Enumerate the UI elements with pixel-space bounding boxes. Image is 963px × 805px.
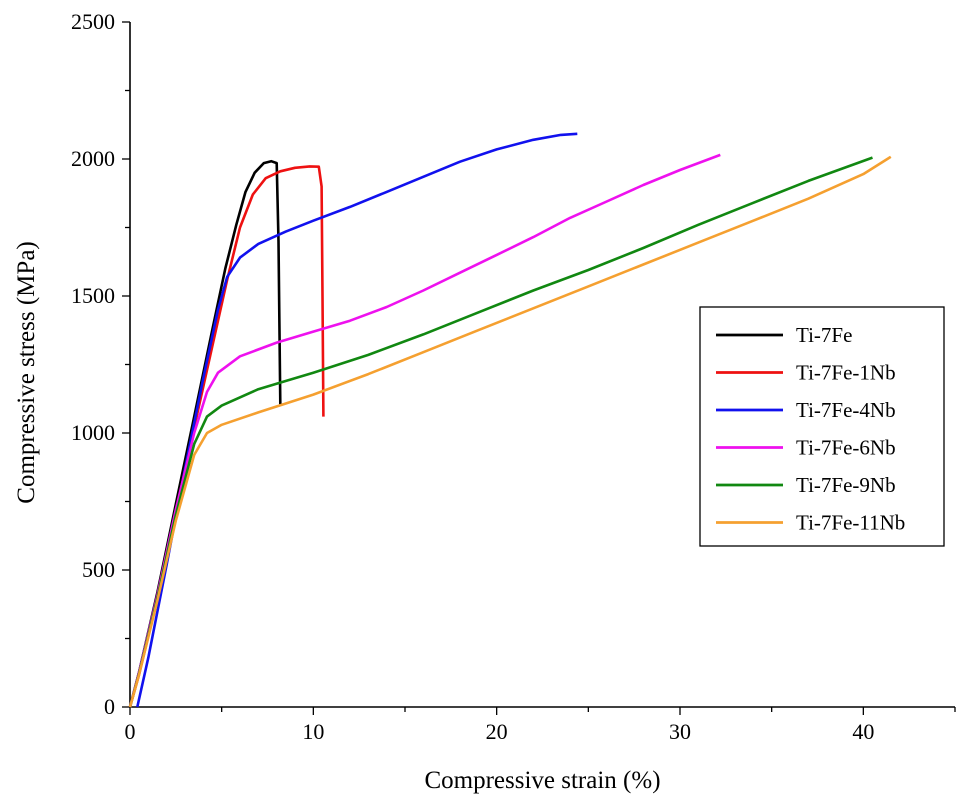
legend-label: Ti-7Fe-6Nb <box>796 436 896 460</box>
axes: 0 10 20 30 40 0 500 1000 1500 2000 2500 <box>71 9 956 744</box>
legend-label: Ti-7Fe-1Nb <box>796 361 896 385</box>
x-tick-label: 10 <box>302 719 324 744</box>
legend-label: Ti-7Fe-4Nb <box>796 398 896 422</box>
series-line-ti-7fe-9nb <box>128 156 873 708</box>
x-tick-label: 0 <box>125 719 136 744</box>
x-tick-label: 30 <box>669 719 691 744</box>
y-axis-title: Compressive stress (MPa) <box>13 241 40 503</box>
x-tick-label: 20 <box>486 719 508 744</box>
y-tick-label: 500 <box>82 557 115 582</box>
legend-box <box>699 306 945 547</box>
y-tick-label: 0 <box>104 694 115 719</box>
y-tick-label: 2000 <box>71 146 115 171</box>
series-line-ti-7fe-6nb <box>128 153 721 708</box>
y-tick-label: 2500 <box>71 9 115 34</box>
series-line-ti-7fe-11nb <box>128 155 892 708</box>
legend-label: Ti-7Fe-11Nb <box>796 511 905 535</box>
legend-label: Ti-7Fe-9Nb <box>796 473 896 497</box>
x-axis-title: Compressive strain (%) <box>424 767 660 794</box>
legend-label: Ti-7Fe <box>796 323 852 347</box>
y-tick-label: 1500 <box>71 283 115 308</box>
series-line-ti-7fe-4nb <box>136 132 578 708</box>
legend: Ti-7Fe Ti-7Fe-1Nb Ti-7Fe-4Nb Ti-7Fe-6Nb Ti-7… <box>699 306 945 547</box>
y-tick-label: 1000 <box>71 420 115 445</box>
series-line-ti-7fe-1nb <box>128 165 325 708</box>
x-tick-label: 40 <box>852 719 874 744</box>
series-layer <box>128 132 892 708</box>
